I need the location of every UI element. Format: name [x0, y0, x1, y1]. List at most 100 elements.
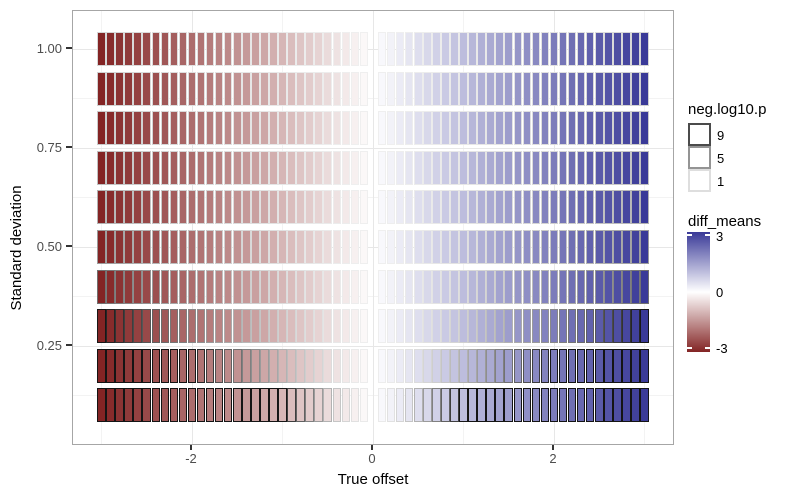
- tile: [495, 388, 504, 423]
- tile: [631, 71, 640, 106]
- legend-key-1: [688, 169, 711, 192]
- tile: [495, 269, 504, 304]
- tile: [594, 190, 604, 225]
- tile: [269, 388, 278, 423]
- colorbar-tick: [705, 234, 710, 236]
- tile: [115, 309, 124, 344]
- tile: [341, 71, 351, 106]
- tile: [223, 71, 233, 106]
- tile: [314, 190, 323, 225]
- tile: [395, 150, 405, 185]
- tile: [540, 32, 550, 66]
- tile: [613, 71, 622, 106]
- tile: [413, 190, 423, 225]
- tile: [631, 32, 640, 66]
- tile: [214, 32, 224, 66]
- tile: [576, 111, 586, 146]
- tile: [604, 150, 613, 185]
- tile: [287, 150, 296, 185]
- tile: [631, 309, 640, 344]
- tile: [522, 269, 532, 304]
- tile: [350, 309, 360, 344]
- tile: [504, 71, 514, 106]
- tile: [160, 388, 170, 423]
- tile: [432, 388, 441, 423]
- tile: [432, 111, 441, 146]
- tile: [477, 388, 486, 423]
- tile: [513, 32, 523, 66]
- tile: [332, 230, 342, 264]
- tile: [468, 269, 477, 304]
- tile: [549, 388, 559, 423]
- tile: [214, 190, 224, 225]
- tile: [305, 269, 314, 304]
- tile: [549, 150, 559, 185]
- tile: [450, 388, 459, 423]
- tile: [287, 111, 296, 146]
- tile: [196, 150, 206, 185]
- tile: [622, 348, 631, 383]
- legend-key-label: 9: [717, 128, 725, 143]
- tile: [314, 388, 323, 423]
- tile: [287, 190, 296, 225]
- tile: [169, 71, 179, 106]
- tile: [106, 230, 115, 264]
- tile: [631, 150, 640, 185]
- tile: [205, 348, 215, 383]
- tile: [359, 190, 369, 225]
- tile: [160, 150, 170, 185]
- tile: [187, 190, 197, 225]
- tile: [531, 269, 541, 304]
- tile: [232, 230, 242, 264]
- x-axis-tick: [552, 445, 554, 450]
- tile: [504, 230, 514, 264]
- tile: [260, 230, 269, 264]
- tile: [613, 32, 622, 66]
- tile: [223, 32, 233, 66]
- tile: [504, 150, 514, 185]
- tile: [558, 32, 568, 66]
- tile: [395, 190, 405, 225]
- tile: [359, 348, 369, 383]
- tile: [377, 190, 387, 225]
- tile: [296, 230, 305, 264]
- tile: [350, 269, 360, 304]
- tile: [341, 309, 351, 344]
- tile: [269, 230, 278, 264]
- tile: [332, 71, 342, 106]
- tile: [178, 32, 188, 66]
- tile: [567, 71, 577, 106]
- tile: [441, 230, 450, 264]
- tile: [124, 71, 133, 106]
- tile: [522, 309, 532, 344]
- tile: [332, 309, 342, 344]
- tile: [495, 348, 504, 383]
- tile: [567, 348, 577, 383]
- tile: [531, 71, 541, 106]
- tile: [296, 269, 305, 304]
- tile: [441, 388, 450, 423]
- tile: [151, 309, 161, 344]
- tile: [205, 71, 215, 106]
- tile: [459, 190, 468, 225]
- tile: [323, 309, 333, 344]
- tile: [495, 150, 504, 185]
- tile: [413, 309, 423, 344]
- tile: [576, 269, 586, 304]
- tile: [251, 111, 260, 146]
- tile: [160, 269, 170, 304]
- colorbar: [687, 232, 710, 352]
- tile: [413, 32, 423, 66]
- tile: [513, 269, 523, 304]
- tile: [214, 309, 224, 344]
- tile: [604, 32, 613, 66]
- tile: [604, 388, 613, 423]
- tile: [169, 309, 179, 344]
- tile: [604, 230, 613, 264]
- tile: [459, 309, 468, 344]
- tile: [269, 71, 278, 106]
- tile: [124, 230, 133, 264]
- tile: [115, 32, 124, 66]
- tile: [359, 111, 369, 146]
- tile: [432, 32, 441, 66]
